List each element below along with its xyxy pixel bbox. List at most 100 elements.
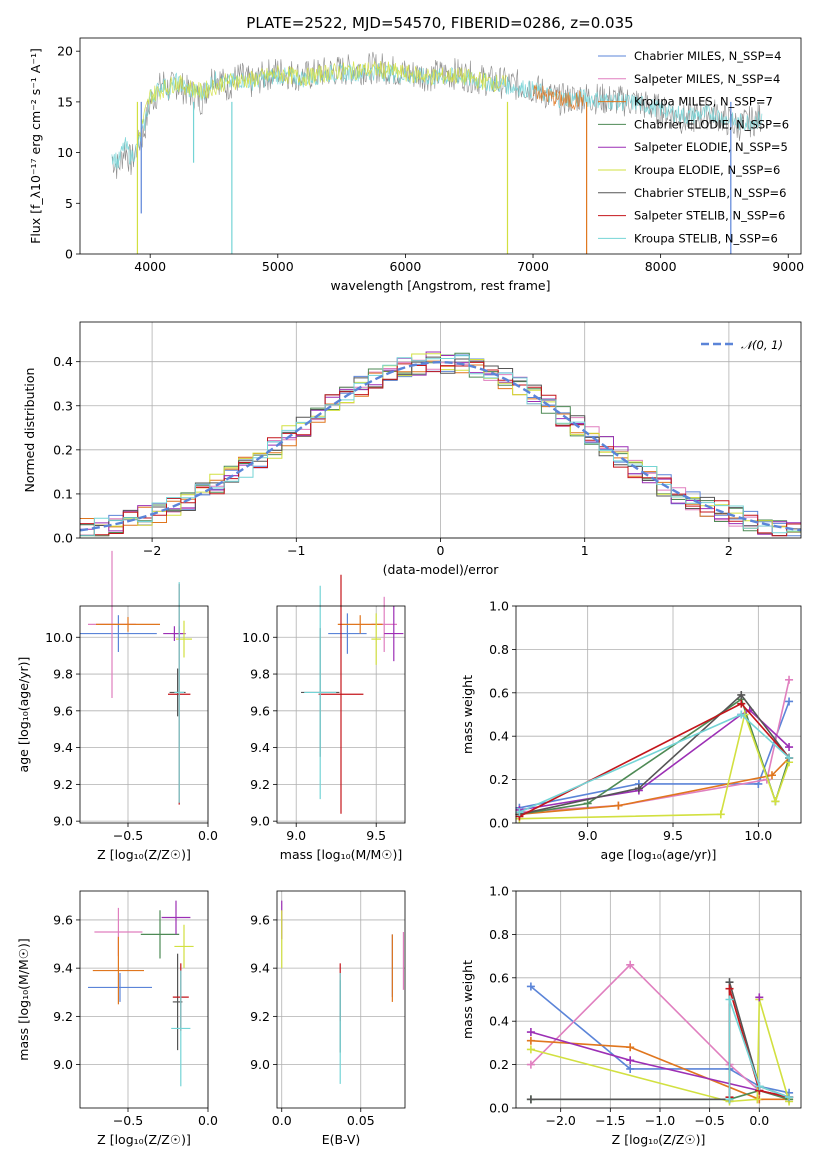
mass-weight-vs-age-marker-chabrier_elodie [583,799,592,808]
mass-weight-vs-age-marker-chabrier_stelib [634,784,643,793]
mass-weight-vs-Z-marker-kroupa_elodie [753,1095,762,1104]
mass-weight-vs-age-axes: 9.0 9.5 10.0 0.0 0.2 0.4 0.6 0.8 1.0 age [log₁₀(a… [460,599,802,862]
mass-weight-vs-age-ytick-label: 0.2 [489,772,509,787]
mass-weight-vs-age-marker-chabrier_miles [785,697,794,706]
mass-weight-vs-age-marker-kroupa_elodie [716,810,725,819]
residuals-ytick-label: 0.0 [53,531,73,546]
mass-weight-vs-age-ytick-label: 1.0 [489,599,509,614]
spectrum-panel: PLATE=2522, MJD=54570, FIBERID=0286, z=0… [28,14,804,293]
age-vs-Z-frame [79,605,209,824]
mass-vs-ebv-ytick-label: 9.6 [250,912,270,927]
residuals-xtick-label: 1 [581,543,589,558]
mass-weight-vs-age-ytick-label: 0.0 [489,816,509,831]
mass-weight-vs-age-ylabel: mass weight [460,675,475,754]
mass-weight-vs-Z-ytick-label: 1.0 [489,884,509,899]
spectrum-xtick-label: 6000 [390,259,422,274]
spectrum-data [111,51,763,254]
mass-weight-vs-Z-marker-salpeter_elodie [626,1056,635,1065]
mass-weight-vs-Z-frame [515,890,802,1109]
age-vs-metallicity-panel: −0.5 0.0 9.0 9.2 9.4 9.6 9.8 10.0 Z [log₁₀(Z/Z☉)… [16,550,218,862]
legend-label-kroupa_elodie: Kroupa ELODIE, N_SSP=6 [634,163,780,177]
mass-weight-vs-Z-line-kroupa_stelib [728,999,790,1100]
mass-weight-vs-Z-xtick-label: −1.0 [645,1113,675,1128]
residuals-xtick-label: −1 [287,543,305,558]
residuals-xtick-label: 0 [437,543,445,558]
mass-weight-vs-Z-data [526,960,794,1106]
mass-weight-vs-age-line-salpeter_miles [519,679,790,813]
legend-label-chabrier_miles: Chabrier MILES, N_SSP=4 [634,49,781,63]
spectrum-axes: 4000 5000 6000 7000 8000 9000 0 5 10 15 20 waveleng… [28,37,804,293]
mass-weight-vs-Z-marker-salpeter_miles [626,960,635,969]
mass-vs-ebv-xlabel: E(B-V) [322,1132,361,1147]
legend-label-chabrier_elodie: Chabrier ELODIE, N_SSP=6 [634,117,789,131]
mass-weight-vs-age-ytick-label: 0.4 [489,729,509,744]
spectrum-series-kroupa_elodie [137,60,507,141]
residuals-axes: −2 −1 0 1 2 0.0 0.1 0.2 0.3 0.4 (data-model)/error… [22,321,802,577]
mass-weight-vs-Z-marker-salpeter_elodie [755,993,764,1002]
age-vs-Z-ylabel: age [log₁₀(age/yr)] [16,657,31,773]
mass-weight-vs-age-panel: 9.0 9.5 10.0 0.0 0.2 0.4 0.6 0.8 1.0 age [log₁₀(a… [460,599,802,862]
age-vs-mass-xtick-label: 9.0 [286,828,306,843]
mass-vs-ebv-frame [276,890,406,1109]
mass-vs-Z-ytick-label: 9.4 [53,961,73,976]
mass-vs-Z-axes: −0.5 0.0 9.0 9.2 9.4 9.6 Z [log₁₀(Z/Z☉)] mass [… [16,890,218,1147]
age-vs-mass-ytick-label: 10.0 [242,630,270,645]
mass-weight-vs-age-line-chabrier_miles [519,701,790,809]
residuals-xlabel: (data-model)/error [383,562,500,577]
spectrum-ytick-label: 15 [57,94,73,109]
spectrum-xtick-label: 5000 [262,259,294,274]
mass-weight-vs-age-xlabel: age [log₁₀(age/yr)] [601,847,717,862]
mass-vs-ebv-data [281,900,405,1084]
spectrum-ylabel: Flux [f_λ10⁻¹⁷ erg cm⁻² s⁻¹ A⁻¹] [28,48,43,244]
mass-vs-ebv-ytick-label: 9.4 [250,961,270,976]
residuals-ytick-label: 0.3 [53,398,73,413]
age-vs-Z-ytick-label: 9.8 [53,667,73,682]
mass-weight-vs-Z-ytick-label: 0.0 [489,1101,509,1116]
mass-weight-vs-age-marker-kroupa_stelib [737,710,746,719]
age-vs-Z-ytick-label: 9.6 [53,703,73,718]
mass-vs-metallicity-panel: −0.5 0.0 9.0 9.2 9.4 9.6 Z [log₁₀(Z/Z☉)] mass [… [16,890,218,1147]
mass-weight-vs-age-frame [515,605,802,824]
spectrum-ytick-label: 10 [57,145,73,160]
legend-label-salpeter_stelib: Salpeter STELIB, N_SSP=6 [634,209,785,223]
mass-weight-vs-age-line-chabrier_stelib [519,693,790,816]
mass-weight-vs-Z-marker-kroupa_stelib [755,1082,764,1091]
mass-vs-ebv-ytick-label: 9.0 [250,1057,270,1072]
mass-weight-vs-age-ytick-label: 0.8 [489,642,509,657]
legend-label-normal: 𝒩(0, 1) [741,338,783,352]
mass-weight-vs-Z-ytick-label: 0.4 [489,1014,509,1029]
mass-weight-vs-Z-ytick-label: 0.8 [489,927,509,942]
mass-weight-vs-Z-marker-kroupa_stelib [725,995,734,1004]
residuals-data: 𝒩(0, 1) [79,338,802,537]
mass-vs-Z-data [88,900,194,1087]
legend-label-chabrier_stelib: Chabrier STELIB, N_SSP=6 [634,186,786,200]
mass-weight-vs-age-grid [516,605,801,824]
residuals-ytick-label: 0.4 [53,354,73,369]
mass-weight-vs-age-line-kroupa_stelib [519,713,790,813]
normal-distribution-curve [79,360,802,532]
mass-vs-ebv-xtick-label: 0.0 [272,1113,292,1128]
age-vs-Z-ytick-label: 10.0 [45,630,73,645]
spectrum-ytick-label: 0 [65,247,73,262]
spectrum-ytick-label: 5 [65,196,73,211]
age-vs-mass-xlabel: mass [log₁₀(M/M☉)] [280,847,402,862]
mass-weight-vs-age-marker-kroupa_stelib [515,808,524,817]
mass-weight-vs-Z-marker-chabrier_miles [526,982,535,991]
mass-weight-vs-Z-ytick-label: 0.6 [489,970,509,985]
mass-weight-vs-Z-marker-chabrier_stelib [526,1095,535,1104]
age-vs-mass-ytick-label: 9.8 [250,667,270,682]
age-vs-Z-ytick-label: 9.0 [53,814,73,829]
age-vs-Z-axes: −0.5 0.0 9.0 9.2 9.4 9.6 9.8 10.0 Z [log₁₀(Z/Z☉)… [16,605,218,862]
mass-weight-vs-age-marker-kroupa_stelib [785,753,794,762]
mass-weight-vs-age-xtick-label: 10.0 [744,828,772,843]
mass-weight-vs-Z-xtick-label: −0.5 [694,1113,724,1128]
mass-weight-vs-Z-marker-kroupa_stelib [725,1095,734,1104]
mass-weight-vs-Z-marker-chabrier_miles [626,1064,635,1073]
mass-weight-vs-age-xtick-label: 9.5 [663,828,683,843]
mass-weight-vs-Z-marker-kroupa_stelib [785,1093,794,1102]
mass-weight-vs-age-marker-salpeter_stelib [737,699,746,708]
mass-weight-vs-Z-marker-kroupa_miles [526,1036,535,1045]
mass-weight-vs-age-line-kroupa_miles [519,757,790,816]
mass-weight-vs-age-xtick-label: 9.0 [578,828,598,843]
